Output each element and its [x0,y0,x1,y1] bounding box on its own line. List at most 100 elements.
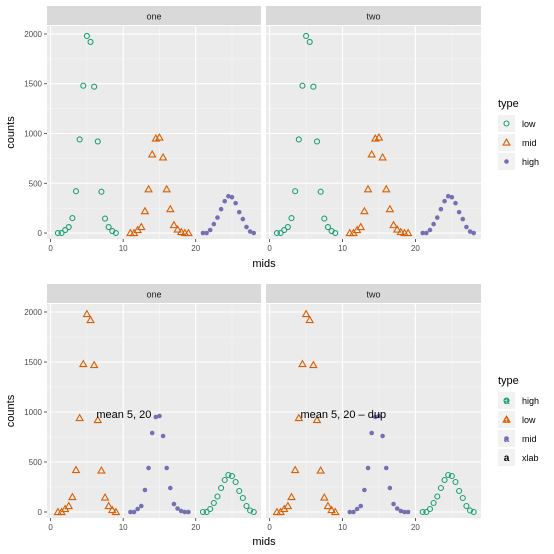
point-low [100,492,110,501]
point-high [424,230,429,236]
facet-strip [47,284,261,303]
chart-2-legend: typeahighalowamidaxlab [498,375,539,466]
point-high [445,471,452,479]
point-mid [360,206,369,215]
facet-strip-label: one [146,12,161,22]
point-high [448,472,455,480]
point-mid [158,152,168,161]
point-high [199,508,207,516]
legend-label: xlab [522,453,539,463]
point-high [464,224,469,230]
annotation-label: mean 5, 20 – dup [300,409,386,421]
point-high [442,198,447,204]
point-mid [367,149,377,158]
facet-strip [266,284,481,303]
point-high [236,209,242,215]
point-high [222,198,228,204]
point-mid [136,222,146,231]
point-mid [374,132,384,141]
point-mid [363,184,373,193]
point-mid [380,433,385,439]
y-tick-label: 0 [38,229,43,238]
point-mid [146,465,151,471]
point-low [324,224,331,231]
legend-key [498,134,515,151]
point-high [419,508,426,516]
point-low [327,505,336,514]
legend-key [498,392,515,409]
point-mid [182,509,188,515]
point-mid [369,430,374,436]
point-low [292,188,299,195]
point-mid [155,132,164,141]
point-low [330,507,340,516]
legend-key [498,449,515,466]
point-mid [389,220,398,229]
point-high [431,221,436,227]
point-low [288,215,295,222]
point-high [445,193,451,199]
point-mid [140,206,150,215]
point-low [295,136,302,143]
facet-strip [47,6,261,25]
point-mid [358,503,364,509]
legend-label: mid [522,138,537,148]
point-low [93,415,103,424]
y-tick-label: 1500 [24,358,42,367]
point-high [467,507,474,514]
point-mid [356,222,366,231]
x-tick-label: 10 [338,244,347,253]
point-mid [405,509,411,515]
point-mid [186,509,191,515]
x-axis-title: mids [252,258,276,270]
legend-title: type [498,375,519,387]
point-low [87,38,94,45]
point-high [236,487,243,495]
point-high [459,494,466,502]
point-mid [178,508,184,514]
point-mid [381,184,391,193]
facet-strip [266,6,481,25]
point-high [218,206,224,212]
x-tick-label: 20 [411,523,420,532]
legend-symbol-high [503,397,510,404]
y-tick-label: 1500 [24,80,42,89]
point-mid [376,413,382,419]
facet-strip-label: two [366,12,380,22]
point-low [107,505,117,514]
legend-symbol-mid [502,137,511,146]
x-tick-label: 20 [411,244,420,253]
point-mid [391,501,396,507]
point-high [452,478,459,486]
point-mid [394,506,400,511]
point-mid [147,149,157,158]
point-mid [184,228,193,237]
chart-1-facet-two: two 0 10 20 [266,6,481,253]
point-low [105,224,112,231]
point-high [460,216,466,222]
point-high [250,508,257,516]
point-mid [373,414,378,420]
point-mid [383,465,389,471]
legend-key-glyph: a [504,415,510,426]
legend-key [498,411,515,428]
point-low [273,229,280,237]
point-high [247,507,254,514]
x-tick-label: 0 [48,523,53,532]
point-high [437,484,444,492]
point-mid [387,485,393,491]
legend-key-glyph: a [504,453,510,464]
legend-symbol-low [503,120,510,127]
annotation-label: mean 5, 20 [96,409,151,421]
point-mid [153,414,159,420]
point-high [467,229,473,234]
point-low [68,492,77,501]
point-low [290,465,300,474]
y-tick-label: 0 [38,508,43,517]
point-low [78,359,88,368]
point-high [456,487,463,495]
legend-label: high [522,396,539,406]
point-low [306,38,313,45]
point-low [86,315,95,324]
